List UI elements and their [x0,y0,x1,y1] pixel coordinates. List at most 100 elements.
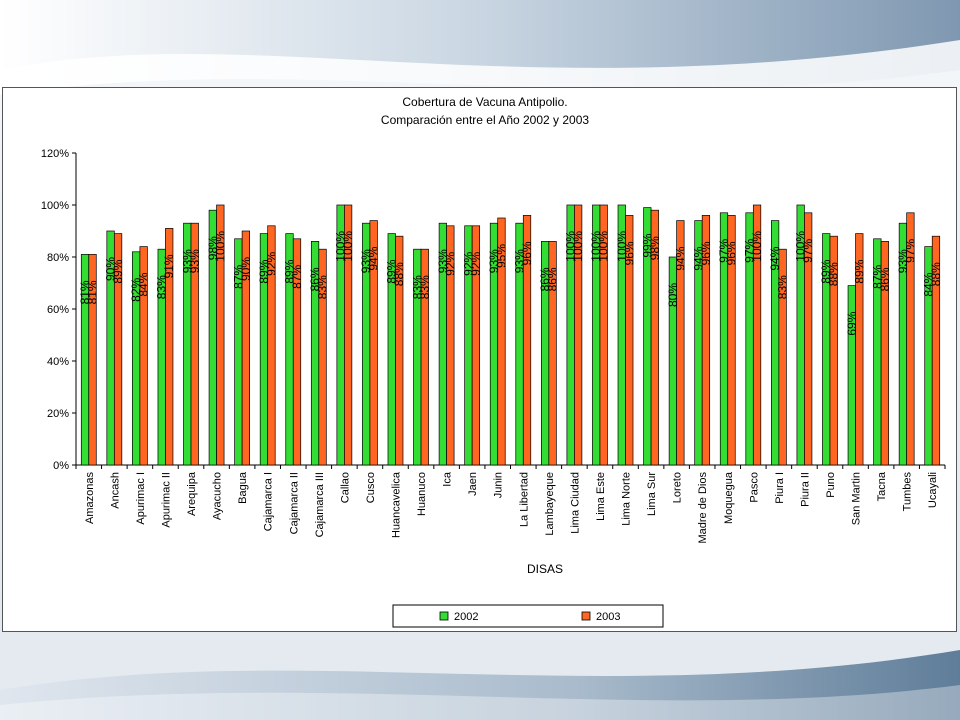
data-label-2003: 92% [264,251,278,275]
bar-2003 [906,212,915,466]
data-label-2003: 89% [111,259,125,283]
x-tick-label: Pasco [748,472,760,503]
data-label-2003: 97% [801,238,815,262]
x-tick-label: Puno [825,472,837,498]
data-label-2003: 87% [290,264,304,288]
legend-swatch-2003 [581,611,591,621]
bar-2003 [420,248,429,466]
legend-label-2003: 2003 [596,611,620,623]
bar-2003 [522,215,532,466]
x-tick-label: Apurimac II [160,472,172,528]
data-label-2003: 86% [546,267,560,291]
data-label-2003: 96% [699,241,713,265]
chart-title-line-2: Comparación entre el Año 2002 y 2003 [381,113,589,127]
x-tick-label: Ancash [109,472,121,509]
bar-2003 [369,220,378,466]
bar-2003 [344,204,353,466]
bar-2003 [778,248,787,466]
bar-2003 [497,217,506,466]
data-label-2003: 96% [622,241,636,265]
x-tick-label: Arequipa [186,471,198,516]
bar-2003 [190,222,199,466]
bar-chart: Cobertura de Vacuna Antipolio. Comparaci… [41,95,946,628]
x-tick-label: Ica [442,471,454,487]
bar-2003 [165,228,174,466]
footer-decoration [0,630,960,720]
x-tick-label: Cajamarca II [288,472,300,534]
x-tick-label: Lima Ciudad [569,472,581,534]
x-tick-label: Apurimac I [135,472,147,525]
data-label-2003: 88% [392,262,406,286]
data-label-2003: 91% [162,254,176,278]
data-label-2003: 83% [776,275,790,299]
bar-2003 [676,220,685,466]
data-label-2003: 92% [469,251,483,275]
data-label-2003: 100% [341,231,355,262]
data-label-2003: 100% [750,231,764,262]
bar-2003 [446,225,455,466]
data-label-2003: 88% [827,262,841,286]
bar-2003 [727,215,736,466]
data-label-2003: 83% [316,275,330,299]
x-tick-label: Cajamarca III [314,472,326,537]
x-tick-label: Lima Este [595,472,607,521]
x-tick-label: Cajamarca I [263,472,275,531]
x-tick-label: Moquegua [723,471,735,524]
chart-panel: Cobertura de Vacuna Antipolio. Comparaci… [2,87,957,632]
y-tick-label: 0% [53,460,69,472]
data-label-2003: 96% [725,241,739,265]
data-label-2003: 90% [239,257,253,281]
x-tick-label: San Martin [851,472,863,525]
x-tick-label: Ucayali [927,472,939,508]
data-label-2003: 100% [597,231,611,262]
y-tick-label: 120% [41,148,69,160]
data-label-2003: 83% [418,275,432,299]
bar-2003 [471,225,481,466]
bar-2003 [88,254,97,466]
bar-2003 [548,241,557,466]
data-label-2003: 100% [571,231,585,262]
x-tick-label: Huancavelica [390,471,402,538]
data-label-2003: 84% [137,272,151,296]
data-label-2003: 98% [648,236,662,260]
bar-2003 [804,212,813,466]
x-tick-label: Cusco [365,472,377,503]
x-tick-label: Jaen [467,472,479,496]
data-label-2003: 88% [929,262,943,286]
data-label-2003: 94% [673,246,687,270]
data-label-2003: 89% [852,259,866,283]
bar-2003 [701,215,711,466]
legend-swatch-2002 [439,611,449,621]
bar-2003 [241,230,250,466]
x-tick-label: Tumbes [902,472,914,512]
data-label-2003: 81% [86,280,100,304]
bar-2003 [599,204,608,466]
data-label-2003: 97% [903,238,917,262]
bar-2003 [318,248,327,466]
x-axis-label: DISAS [527,562,563,576]
bar-2003 [880,241,889,466]
bar-2003 [625,215,634,466]
x-tick-label: La Libertad [518,472,530,527]
bar-2003 [267,225,276,466]
x-tick-label: Lima Sur [646,472,658,516]
data-label-2003: 100% [213,231,227,262]
plot-area: 0% 20% 40% 60% 80% 100% 120% Amazonas Ancash Apur… [41,148,946,544]
y-tick-label: 80% [47,252,69,264]
y-tick-label: 20% [47,408,69,420]
bar-2003 [855,233,864,466]
x-tick-label: Huanuco [416,472,428,516]
chart-title-line-1: Cobertura de Vacuna Antipolio. [402,95,567,109]
bar-2003 [216,204,225,466]
y-tick-label: 60% [47,304,69,316]
x-tick-label: Junin [493,472,505,498]
data-label-2003: 86% [878,267,892,291]
bar-2003 [139,246,148,466]
x-tick-label: Piura I [774,472,786,504]
y-tick-label: 100% [41,200,69,212]
bar-2003 [113,233,123,466]
y-tick-label: 40% [47,356,69,368]
bar-2003 [395,235,404,466]
x-tick-label: Callao [339,472,351,503]
data-label-2003: 92% [443,251,457,275]
